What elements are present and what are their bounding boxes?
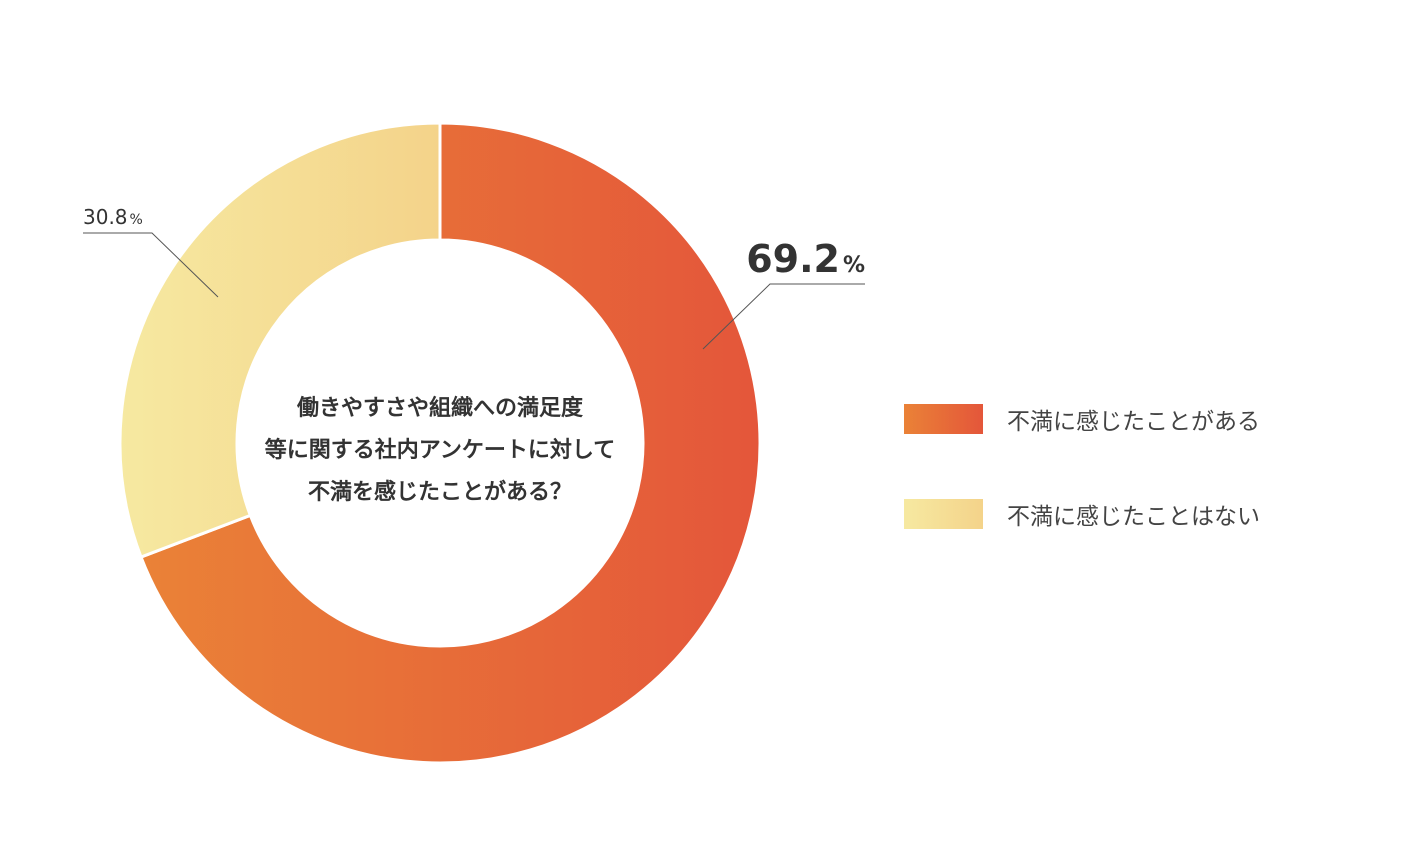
legend-swatch-satisfied [904,499,983,529]
data-label-satisfied: 30.8% [83,205,143,229]
legend-label-dissatisfied: 不満に感じたことがある [1007,409,1260,435]
chart-title-line-1: 働きやすさや組織への満足度 [296,396,583,421]
leader-line-dissatisfied [702,283,865,350]
data-label-value: 69.2 [746,237,840,281]
leader-line-satisfied [83,232,219,298]
data-label-value: 30.8 [83,205,128,229]
chart-title-line-3: 不満を感じたことがある？ [307,480,572,505]
chart-title-line-2: 等に関する社内アンケートに対して [264,438,616,463]
data-label-unit: % [843,253,865,278]
chart-title: 働きやすさや組織への満足度 等に関する社内アンケートに対して 不満を感じたことが… [240,388,640,514]
legend-swatch-dissatisfied [904,404,983,434]
slice-dissatisfied [139,121,762,765]
slice-satisfied [118,121,442,559]
slices-group [118,121,762,765]
legend-item-dissatisfied: 不満に感じたことがある [904,396,1260,442]
data-label-dissatisfied: 69.2% [746,237,865,281]
legend-label-satisfied: 不満に感じたことはない [1007,504,1260,530]
legend-item-satisfied: 不満に感じたことはない [904,491,1260,537]
data-label-unit: % [130,212,143,228]
legend: 不満に感じたことがある 不満に感じたことはない [904,396,1260,586]
